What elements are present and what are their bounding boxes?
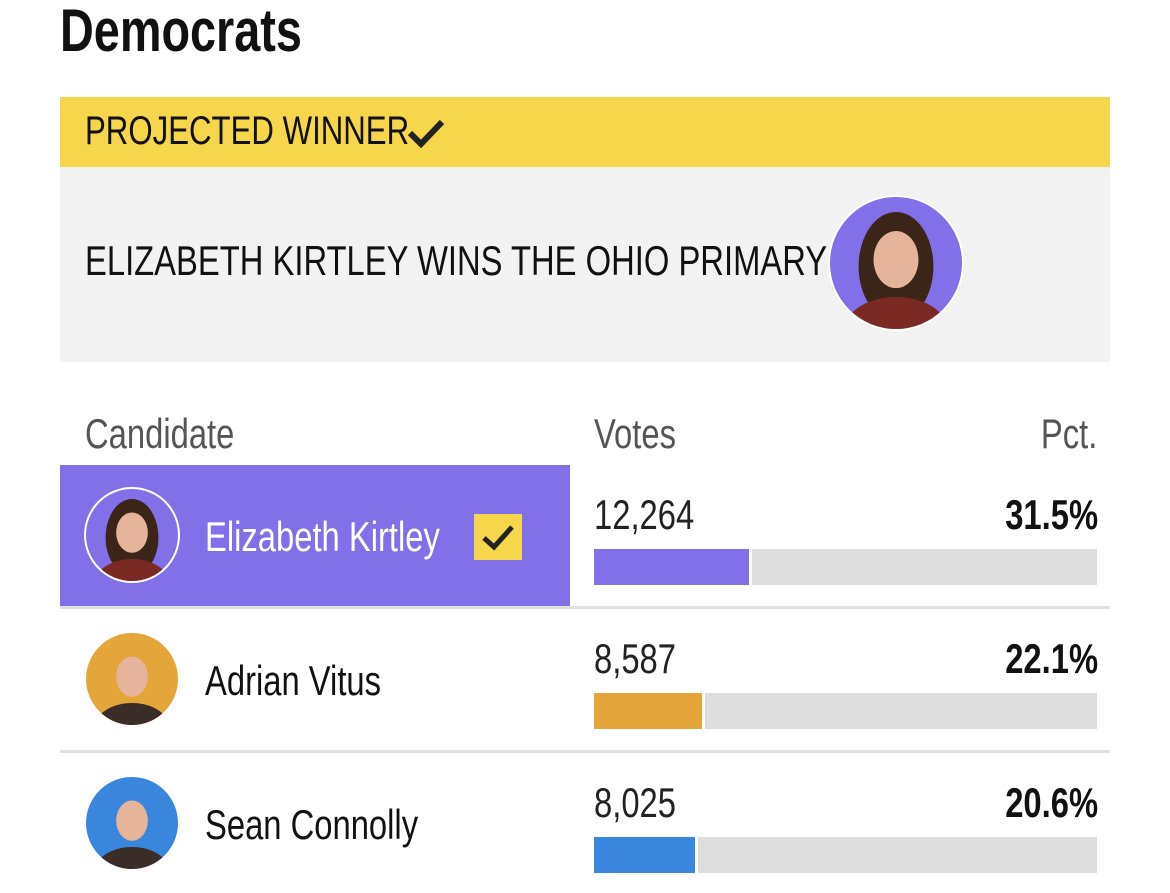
headline-box: ELIZABETH KIRTLEY WINS THE OHIO PRIMARY bbox=[60, 167, 1110, 362]
candidate-row: Elizabeth Kirtley 12,264 31.5% bbox=[60, 465, 1110, 609]
body bbox=[841, 296, 951, 329]
candidate-name: Elizabeth Kirtley bbox=[205, 513, 506, 561]
bar bbox=[594, 693, 706, 729]
text: 8,587 bbox=[594, 635, 676, 682]
bar bbox=[594, 549, 753, 585]
avatar bbox=[828, 195, 964, 331]
face bbox=[873, 231, 919, 289]
body bbox=[93, 559, 171, 581]
avatar-figure bbox=[841, 212, 951, 329]
avatar bbox=[84, 631, 180, 727]
winner-banner: PROJECTED WINNER bbox=[60, 97, 1110, 167]
face bbox=[116, 800, 148, 841]
votes: 12,264 bbox=[594, 491, 722, 539]
body bbox=[93, 847, 171, 869]
face bbox=[116, 512, 148, 553]
winner-check bbox=[474, 514, 522, 560]
column-header-text: Votes bbox=[594, 410, 676, 457]
banner-label: PROJECTED WINNER bbox=[85, 109, 501, 154]
avatar-figure bbox=[93, 499, 171, 581]
candidate-name: Sean Connolly bbox=[205, 801, 478, 849]
candidate-row: Adrian Vitus 8,587 22.1% bbox=[60, 609, 1110, 753]
row-separator bbox=[60, 750, 1110, 753]
check-path bbox=[482, 525, 514, 551]
row-separator bbox=[60, 606, 1110, 609]
check-icon bbox=[482, 525, 514, 551]
column-header-text: Candidate bbox=[85, 410, 235, 457]
check-icon bbox=[407, 119, 445, 149]
votes: 8,587 bbox=[594, 635, 699, 683]
body bbox=[93, 703, 171, 725]
pct: 20.6% bbox=[979, 779, 1098, 827]
headline-text: ELIZABETH KIRTLEY WINS THE OHIO PRIMARY bbox=[85, 237, 828, 284]
text: 20.6% bbox=[1005, 779, 1098, 826]
heading: Democrats bbox=[60, 0, 370, 65]
text: 22.1% bbox=[1005, 635, 1098, 682]
column-header: Candidate bbox=[85, 410, 276, 458]
text: 8,025 bbox=[594, 779, 676, 826]
text: Elizabeth Kirtley bbox=[205, 513, 440, 560]
text: 12,264 bbox=[594, 491, 695, 538]
candidate-avatar bbox=[84, 487, 180, 588]
candidate-row: Sean Connolly 8,025 20.6% bbox=[60, 753, 1110, 893]
winner-avatar bbox=[828, 195, 964, 336]
bar bbox=[594, 837, 698, 873]
face bbox=[116, 656, 148, 697]
column-header: Pct. bbox=[1025, 410, 1097, 458]
avatar-figure bbox=[93, 656, 171, 725]
candidate-name: Adrian Vitus bbox=[205, 657, 431, 705]
avatar bbox=[84, 487, 180, 583]
pct: 31.5% bbox=[979, 491, 1098, 539]
pct: 22.1% bbox=[979, 635, 1098, 683]
check-path bbox=[407, 119, 445, 149]
avatar bbox=[84, 775, 180, 871]
avatar-figure bbox=[93, 800, 171, 869]
heading-text: Democrats bbox=[60, 0, 302, 64]
text: Adrian Vitus bbox=[205, 657, 382, 704]
column-header-text: Pct. bbox=[1040, 410, 1097, 457]
text: Sean Connolly bbox=[205, 801, 419, 848]
text: 31.5% bbox=[1005, 491, 1098, 538]
headline: ELIZABETH KIRTLEY WINS THE OHIO PRIMARY bbox=[85, 237, 1036, 285]
votes: 8,025 bbox=[594, 779, 699, 827]
banner-label-text: PROJECTED WINNER bbox=[85, 109, 410, 153]
candidate-avatar bbox=[84, 775, 180, 876]
column-header: Votes bbox=[594, 410, 699, 458]
candidate-avatar bbox=[84, 631, 180, 732]
